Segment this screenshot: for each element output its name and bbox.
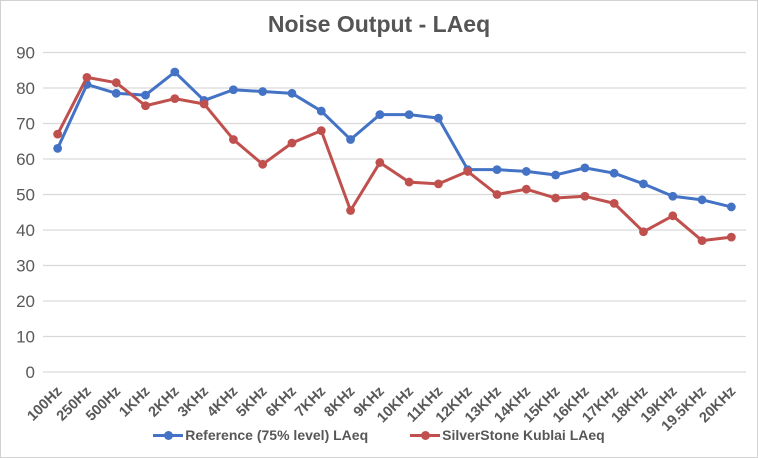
- x-axis-tick-label: 2KHz: [146, 384, 183, 421]
- data-point-silverstone: [141, 101, 150, 111]
- data-point-silverstone: [316, 126, 326, 135]
- data-point-reference: [375, 110, 385, 120]
- y-axis-tick-label: 20: [16, 292, 35, 311]
- data-point-reference: [111, 88, 121, 98]
- x-axis-tick-label: 7KHz: [292, 384, 329, 421]
- legend-label-reference: Reference (75% level) LAeq: [185, 427, 369, 443]
- data-point-silverstone: [639, 227, 648, 237]
- data-point-reference: [228, 85, 238, 95]
- data-point-silverstone: [668, 211, 678, 221]
- data-point-reference: [346, 135, 355, 144]
- series-line-silverstone: [56, 75, 733, 243]
- legend-label-silverstone: SilverStone Kublai LAeq: [442, 427, 605, 443]
- data-point-reference: [434, 113, 443, 123]
- data-point-reference: [609, 168, 619, 178]
- data-point-silverstone: [404, 177, 414, 187]
- data-point-reference: [726, 202, 736, 212]
- data-point-reference: [580, 163, 590, 173]
- data-point-reference: [551, 170, 561, 180]
- data-point-silverstone: [258, 159, 268, 169]
- y-axis-tick-label: 50: [16, 186, 35, 205]
- y-axis-tick-label: 0: [26, 363, 35, 382]
- data-point-reference: [639, 179, 648, 189]
- data-point-silverstone: [434, 179, 443, 189]
- data-point-reference: [697, 195, 707, 205]
- y-axis-tick-label: 40: [16, 221, 35, 240]
- data-point-reference: [668, 191, 678, 201]
- data-point-silverstone: [199, 99, 209, 109]
- x-axis-tick-label: 3KHz: [175, 384, 212, 421]
- data-point-reference: [53, 143, 63, 153]
- x-axis-tick-label: 4KHz: [204, 384, 241, 421]
- data-point-silverstone: [346, 206, 355, 215]
- y-axis-tick-label: 30: [16, 257, 35, 276]
- data-point-silverstone: [287, 138, 297, 148]
- data-point-silverstone: [697, 236, 707, 246]
- data-point-silverstone: [492, 190, 502, 199]
- data-point-silverstone: [170, 94, 180, 104]
- y-axis-tick-label: 60: [16, 150, 35, 169]
- data-point-silverstone: [551, 193, 561, 203]
- data-point-reference: [316, 106, 326, 116]
- legend-marker-reference-icon: [153, 429, 184, 441]
- data-point-reference: [287, 88, 297, 98]
- series-line-reference: [56, 70, 733, 209]
- data-point-silverstone: [82, 72, 92, 82]
- legend-marker-silverstone-icon: [410, 429, 441, 441]
- chart-legend: Reference (75% level) LAeq SilverStone K…: [1, 427, 757, 443]
- legend-item-reference: Reference (75% level) LAeq: [153, 427, 368, 443]
- data-point-reference: [521, 167, 531, 176]
- data-point-silverstone: [521, 184, 531, 194]
- data-point-silverstone: [375, 158, 385, 167]
- data-point-silverstone: [580, 191, 590, 201]
- x-axis-tick-label: 5KHz: [234, 384, 271, 421]
- x-axis-tick-label: 1KHz: [116, 384, 153, 421]
- chart-title: Noise Output - LAeq: [267, 11, 491, 37]
- data-point-silverstone: [726, 232, 736, 242]
- data-point-silverstone: [111, 78, 121, 88]
- data-point-silverstone: [463, 167, 473, 176]
- legend-item-silverstone: SilverStone Kublai LAeq: [410, 427, 605, 443]
- y-axis-tick-label: 70: [16, 115, 35, 134]
- data-point-reference: [141, 90, 150, 100]
- y-axis-tick-label: 90: [16, 44, 35, 63]
- data-point-silverstone: [609, 198, 619, 208]
- x-axis-tick-label: 8KHz: [321, 384, 358, 421]
- data-point-reference: [492, 165, 502, 175]
- y-axis-tick-label: 10: [16, 328, 35, 347]
- data-point-reference: [170, 67, 180, 77]
- x-axis-tick-label: 6KHz: [263, 384, 300, 421]
- data-point-reference: [404, 110, 414, 120]
- data-point-reference: [258, 87, 268, 96]
- y-axis-tick-label: 80: [16, 79, 35, 98]
- data-point-silverstone: [53, 129, 63, 139]
- data-point-silverstone: [228, 135, 238, 144]
